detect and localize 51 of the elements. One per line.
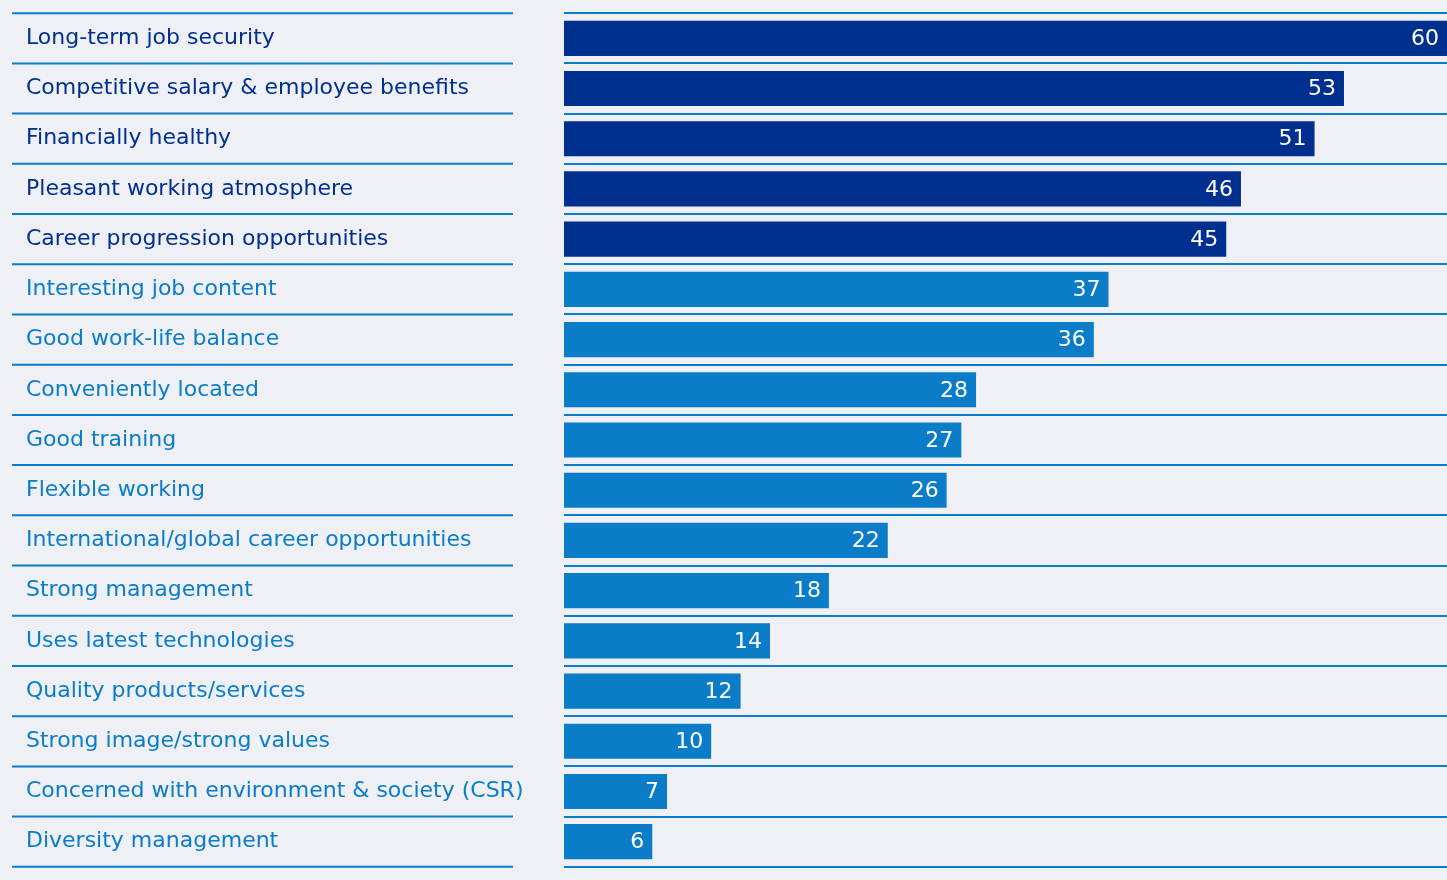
data-label: 45 [1190, 225, 1219, 251]
data-label: 18 [792, 577, 821, 603]
data-label: 26 [910, 476, 939, 502]
y-tick-label: Strong management [26, 576, 254, 602]
bar [564, 824, 653, 860]
bar [564, 372, 977, 408]
y-tick-label: Quality products/services [26, 676, 306, 702]
bar [564, 773, 668, 810]
y-tick-label: Conveniently located [26, 375, 259, 401]
y-tick-label: Diversity management [26, 827, 279, 853]
y-tick-label: Long-term job security [26, 24, 275, 50]
data-label: 14 [734, 627, 763, 653]
y-tick-label: Financially healthy [26, 124, 232, 150]
data-label: 36 [1057, 326, 1086, 352]
bar [564, 70, 1344, 107]
data-label: 12 [704, 677, 733, 703]
data-label: 22 [851, 527, 880, 553]
bar [564, 20, 1447, 56]
y-tick-label: Flexible working [26, 475, 205, 501]
y-tick-label: Good training [26, 425, 177, 451]
bar [564, 171, 1241, 207]
data-label: 28 [940, 376, 969, 402]
bar [564, 422, 962, 458]
bar [564, 673, 741, 709]
bar [564, 322, 1094, 358]
data-label: 46 [1204, 175, 1233, 201]
y-tick-label: Good work-life balance [26, 325, 280, 351]
y-tick-label: Strong image/strong values [26, 726, 331, 752]
data-label: 10 [675, 727, 704, 753]
data-label: 6 [630, 828, 645, 854]
bar [564, 271, 1109, 307]
bar [564, 522, 888, 558]
y-tick-label: Concerned with environment & society (CSR) [26, 777, 524, 803]
bar [564, 623, 771, 659]
data-label: 51 [1278, 125, 1307, 151]
y-tick-label: Uses latest technologies [26, 626, 295, 652]
data-label: 53 [1307, 75, 1336, 101]
data-label: 60 [1411, 25, 1439, 51]
data-label: 37 [1072, 276, 1101, 302]
bar [564, 121, 1315, 157]
y-tick-label: Pleasant working atmosphere [26, 174, 354, 200]
data-label: 27 [925, 426, 954, 452]
y-tick-label: Career progression opportunities [26, 224, 389, 250]
bar [564, 221, 1227, 257]
y-tick-label: International/global career opportunities [26, 526, 472, 552]
bar [564, 573, 829, 609]
y-tick-label: Competitive salary & employee benefits [26, 74, 470, 100]
bar [564, 472, 947, 508]
bar [564, 723, 712, 759]
data-label: 7 [645, 778, 660, 804]
y-tick-label: Interesting job content [26, 275, 277, 301]
